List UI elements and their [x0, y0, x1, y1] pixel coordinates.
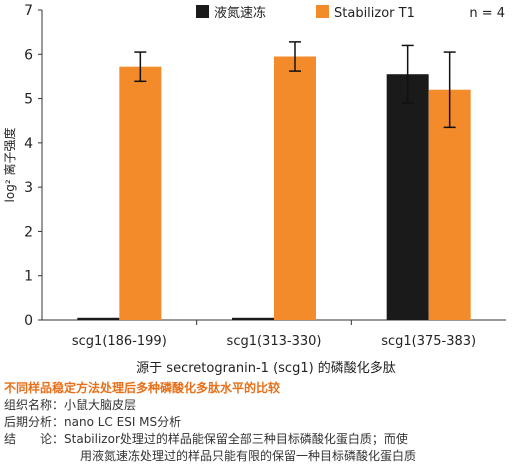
y-tick-label: 1 — [24, 269, 33, 285]
conclusion-line-2: 用液氮速冻处理过的样品只能有限的保留一种目标磷酸化蛋白质 — [80, 449, 417, 463]
x-tick-label: scg1(313-330) — [227, 334, 322, 349]
y-tick-label: 4 — [24, 136, 33, 152]
conclusion-row: 结 论：Stabilizor处理过的样品能保留全部三种目标磷酸化蛋白质；而使 用… — [4, 431, 508, 465]
bar-chart: 0 1 2 3 4 5 6 7 log² 离子强度 scg1(186-199) scg1(313-3… — [2, 3, 506, 376]
y-tick-label: 0 — [24, 313, 33, 329]
caption-title: 不同样品稳定方法处理后多种磷酸化多肽水平的比较 — [4, 381, 281, 395]
y-tick-label: 6 — [24, 47, 33, 63]
tissue-row: 组织名称：小鼠大脑皮层 — [4, 397, 508, 414]
tissue-label: 组织名称： — [4, 398, 65, 412]
x-tick-label: scg1(375-383) — [381, 334, 476, 349]
bar-liquid-nitrogen-1 — [77, 317, 120, 320]
bar-liquid-nitrogen-2 — [232, 317, 274, 320]
bar-stabilizor-1 — [119, 66, 162, 320]
bar-stabilizor-2 — [274, 56, 316, 320]
conclusion-line-1: Stabilizor处理过的样品能保留全部三种目标磷酸化蛋白质；而使 — [64, 432, 408, 446]
y-tick-label: 2 — [24, 224, 33, 240]
conclusion-label: 结 论： — [4, 432, 65, 446]
bar-liquid-nitrogen-3 — [386, 74, 429, 320]
legend-swatch-2 — [316, 5, 329, 18]
analysis-label: 后期分析： — [4, 415, 65, 429]
x-axis-title: 源于 secretogranin-1 (scg1) 的磷酸化多肽 — [136, 360, 396, 376]
legend-swatch-1 — [196, 5, 209, 18]
legend-note: n = 4 — [469, 6, 505, 21]
y-tick-label: 3 — [24, 180, 33, 196]
x-tick-label: scg1(186-199) — [72, 334, 167, 349]
y-tick-label: 7 — [24, 3, 33, 19]
analysis-row: 后期分析：nano LC ESI MS分析 — [4, 414, 508, 431]
analysis-value: nano LC ESI MS分析 — [64, 415, 182, 429]
y-axis-label: log² 离子强度 — [2, 128, 17, 203]
legend-label-2: Stabilizor T1 — [334, 6, 415, 21]
y-tick-label: 5 — [24, 92, 33, 108]
tissue-value: 小鼠大脑皮层 — [64, 398, 137, 412]
legend-label-1: 液氮速冻 — [214, 5, 266, 21]
